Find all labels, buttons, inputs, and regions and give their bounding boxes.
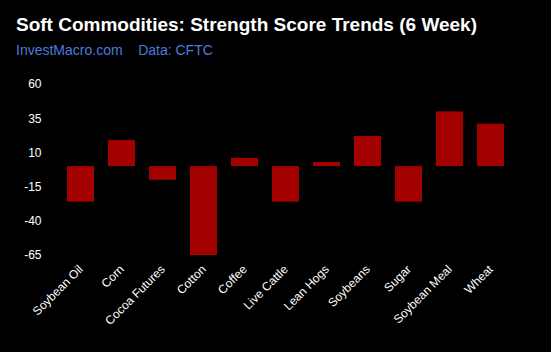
svg-text:Cocoa Futures: Cocoa Futures [102,262,168,328]
svg-text:Soybean Meal: Soybean Meal [391,262,455,326]
html-text:Soft Commodities: Strength Sco: Soft Commodities: Strength Score Trends … [16,14,477,35]
svg-text:-65: -65 [24,248,42,262]
html-text:InvestMacro.com Data: CFTC: InvestMacro.com Data: CFTC [16,42,213,58]
svg-text:Wheat: Wheat [461,262,496,297]
svg-text:Coffee: Coffee [215,262,250,297]
svg-text:35: 35 [28,112,42,126]
svg-text:Soybean Oil: Soybean Oil [30,262,86,318]
svg-text:Lean Hogs: Lean Hogs [281,262,332,313]
svg-text:Corn: Corn [99,262,127,290]
svg-text:10: 10 [28,146,42,160]
svg-text:Live Cattle: Live Cattle [240,262,291,313]
svg-text:Cotton: Cotton [174,262,209,297]
svg-text:Soybeans: Soybeans [325,262,373,310]
svg-text:-40: -40 [24,214,42,228]
svg-text:60: 60 [28,77,42,91]
svg-text:Sugar: Sugar [381,262,414,295]
svg-text:-15: -15 [24,180,42,194]
